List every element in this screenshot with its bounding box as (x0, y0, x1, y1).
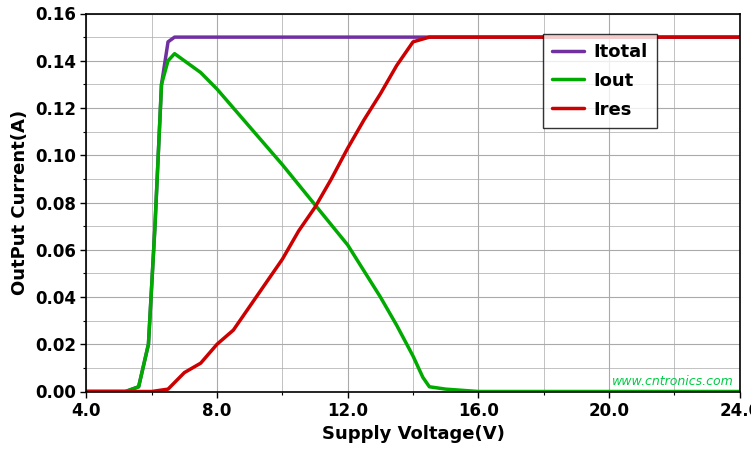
Legend: Itotal, Iout, Ires: Itotal, Iout, Ires (543, 34, 657, 128)
Itotal (605, 35, 614, 40)
Ires (457, 35, 466, 40)
Itotal (82, 389, 91, 394)
Itotal (164, 39, 173, 45)
Ires (474, 35, 483, 40)
Ires (442, 35, 451, 40)
Itotal (539, 35, 548, 40)
Itotal (670, 35, 679, 40)
Iout (170, 51, 179, 56)
Ires (343, 145, 352, 151)
Iout (278, 162, 287, 167)
Itotal (213, 35, 222, 40)
Iout (82, 389, 91, 394)
Y-axis label: OutPut Current(A): OutPut Current(A) (11, 110, 29, 295)
Iout (670, 389, 679, 394)
Iout (164, 58, 173, 63)
Itotal (157, 82, 166, 87)
Ires (735, 35, 744, 40)
Ires (392, 63, 401, 68)
Iout (474, 389, 483, 394)
Ires (245, 304, 254, 309)
Iout (196, 70, 205, 75)
Iout (442, 387, 451, 392)
Itotal (278, 35, 287, 40)
Ires (294, 228, 303, 234)
Iout (376, 294, 385, 300)
Iout (150, 223, 159, 229)
Itotal (180, 35, 189, 40)
Ires (539, 35, 548, 40)
Iout (539, 389, 548, 394)
Ires (327, 176, 336, 181)
Ires (229, 328, 238, 333)
Ires (164, 387, 173, 392)
Ires (311, 204, 320, 210)
Itotal (474, 35, 483, 40)
Iout (144, 342, 153, 347)
Line: Itotal: Itotal (86, 37, 740, 392)
Ires (360, 117, 369, 122)
Iout (392, 323, 401, 328)
Itotal (150, 223, 159, 229)
Iout (108, 389, 117, 394)
Iout (409, 353, 418, 359)
Iout (605, 389, 614, 394)
Iout (311, 202, 320, 207)
Ires (131, 389, 140, 394)
Line: Ires: Ires (86, 37, 740, 392)
Ires (670, 35, 679, 40)
Iout (418, 374, 427, 380)
Itotal (121, 389, 130, 394)
Text: www.cntronics.com: www.cntronics.com (611, 375, 733, 388)
Ires (213, 342, 222, 347)
Ires (605, 35, 614, 40)
Ires (147, 389, 156, 394)
Iout (343, 242, 352, 248)
Itotal (343, 35, 352, 40)
X-axis label: Supply Voltage(V): Supply Voltage(V) (321, 425, 505, 443)
Ires (196, 360, 205, 366)
Iout (157, 82, 166, 87)
Ires (425, 35, 434, 40)
Itotal (108, 389, 117, 394)
Ires (180, 370, 189, 375)
Iout (245, 124, 254, 130)
Ires (82, 389, 91, 394)
Iout (735, 389, 744, 394)
Itotal (144, 342, 153, 347)
Line: Iout: Iout (86, 54, 740, 392)
Iout (180, 58, 189, 63)
Ires (278, 256, 287, 262)
Iout (134, 384, 143, 389)
Itotal (409, 35, 418, 40)
Itotal (134, 384, 143, 389)
Iout (121, 389, 130, 394)
Itotal (735, 35, 744, 40)
Itotal (170, 35, 179, 40)
Ires (261, 280, 270, 285)
Ires (114, 389, 123, 394)
Ires (376, 91, 385, 97)
Iout (425, 384, 434, 389)
Iout (213, 86, 222, 92)
Ires (409, 39, 418, 45)
